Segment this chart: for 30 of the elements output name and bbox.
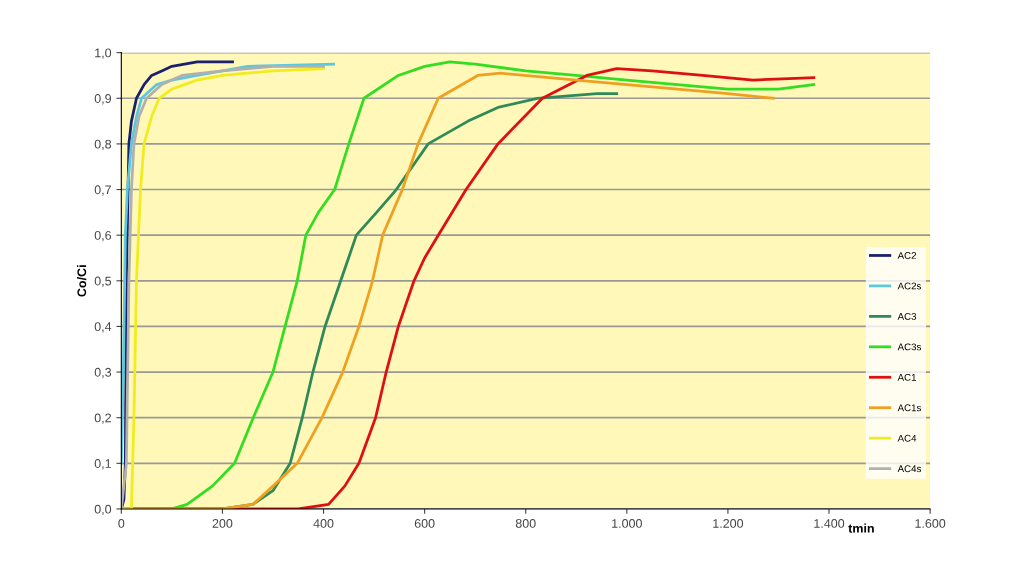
legend-label: AC4 — [897, 434, 917, 442]
x-tick-label: 1.400 — [814, 519, 845, 528]
x-tick-label: 400 — [313, 519, 334, 528]
y-tick-label: 0,0 — [94, 504, 112, 516]
y-tick-label: 0,8 — [94, 139, 112, 151]
x-tick-label: 200 — [212, 519, 233, 528]
x-tick-label: 800 — [515, 519, 536, 528]
x-tick-label: 1.000 — [612, 519, 642, 528]
y-tick-label: 0,4 — [94, 322, 112, 333]
legend-label: AC3 — [897, 312, 917, 320]
x-tick-label: 1.200 — [713, 519, 744, 528]
y-tick-label: 0,5 — [94, 276, 112, 287]
x-tick-label: 600 — [414, 519, 435, 528]
legend-label: AC2s — [897, 282, 922, 290]
y-tick-label: 1,0 — [95, 48, 112, 59]
y-tick-label: 0,3 — [94, 367, 112, 379]
y-tick-label: 0,1 — [94, 459, 111, 470]
legend-label: AC2 — [897, 252, 917, 259]
y-tick-label: 0,6 — [94, 230, 112, 242]
x-axis-title: tmin — [848, 523, 874, 533]
legend-label: AC3s — [897, 343, 922, 351]
y-tick-label: 0,2 — [94, 413, 111, 424]
x-tick-label: 1.600 — [915, 519, 946, 528]
x-tick-label: 0 — [118, 519, 125, 528]
legend-label: AC4s — [897, 465, 922, 473]
y-tick-label: 0,9 — [94, 94, 112, 105]
legend-label: AC1 — [897, 373, 917, 381]
y-axis-title: Co/Ci — [77, 265, 87, 297]
legend-label: AC1s — [897, 404, 922, 412]
y-tick-label: 0,7 — [94, 185, 111, 196]
